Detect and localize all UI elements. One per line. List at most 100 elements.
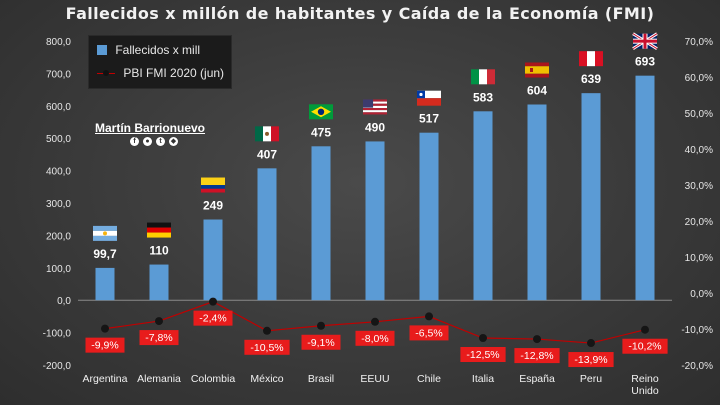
bar-colombia xyxy=(203,219,223,301)
pbi-label-box xyxy=(514,348,560,364)
pbi-point xyxy=(587,339,595,348)
author-socials: f ● t ◆ xyxy=(130,137,178,146)
mexico-flag-icon xyxy=(255,126,279,142)
category-label: Reino xyxy=(631,373,659,385)
chart-legend: Fallecidos x mill PBI FMI 2020 (jun) xyxy=(88,35,232,89)
legend-marker-dot xyxy=(103,70,109,76)
legend-item-bars: Fallecidos x mill xyxy=(97,43,200,57)
bar-value-label: 583 xyxy=(473,90,493,104)
bar-reino-unido xyxy=(635,75,655,301)
bar-value-label: 407 xyxy=(257,147,277,161)
bar-méxico xyxy=(257,168,277,301)
pbi-data-label: -10,5% xyxy=(250,342,283,354)
left-tick-label: -200,0 xyxy=(43,361,72,372)
twitter-icon[interactable]: t xyxy=(156,137,165,146)
category-label: EEUU xyxy=(360,373,389,385)
category-label: Alemania xyxy=(137,373,181,385)
right-tick-label: -20,0% xyxy=(681,361,713,372)
bar-value-label: 110 xyxy=(149,244,169,258)
pbi-data-label: -7,8% xyxy=(145,332,172,344)
pbi-point xyxy=(317,321,325,330)
category-label: Italia xyxy=(472,373,494,385)
pbi-label-box xyxy=(409,325,449,341)
left-tick-label: 800,0 xyxy=(46,37,71,48)
pbi-point xyxy=(155,317,163,326)
legend-item-line: PBI FMI 2020 (jun) xyxy=(97,66,224,80)
pbi-point xyxy=(101,324,109,333)
right-tick-label: 20,0% xyxy=(685,217,713,228)
left-tick-label: 500,0 xyxy=(46,134,71,145)
pbi-point xyxy=(479,334,487,342)
bar-value-label: 475 xyxy=(311,125,331,139)
right-tick-label: 30,0% xyxy=(685,181,713,192)
pbi-label-box xyxy=(244,339,290,355)
left-tick-label: -100,0 xyxy=(43,329,72,340)
facebook-icon[interactable]: f xyxy=(130,137,139,146)
pbi-point xyxy=(209,297,217,306)
bar-eeuu xyxy=(365,141,385,301)
pbi-label-box xyxy=(85,337,125,353)
bar-value-label: 99,7 xyxy=(93,247,117,261)
brazil-flag-icon xyxy=(309,104,333,120)
right-tick-label: 60,0% xyxy=(685,73,713,84)
pbi-label-box xyxy=(355,330,395,346)
chart-title: Fallecidos x millón de habitantes y Caíd… xyxy=(65,4,655,23)
bar-peru xyxy=(581,93,601,301)
bar-argentina xyxy=(95,267,115,301)
colombia-flag-icon xyxy=(201,177,225,193)
pbi-label-box xyxy=(622,338,668,354)
pbi-point xyxy=(641,325,649,334)
category-label: España xyxy=(519,373,555,385)
left-tick-label: 200,0 xyxy=(46,231,71,242)
pbi-data-label: -10,2% xyxy=(628,341,661,353)
category-label: Argentina xyxy=(83,373,128,385)
italy-flag-icon xyxy=(471,69,495,85)
bar-italia xyxy=(473,111,493,301)
left-tick-label: 0,0 xyxy=(57,296,71,307)
bar-value-label: 604 xyxy=(527,84,547,98)
category-label: Colombia xyxy=(191,373,236,385)
legend-swatch-bars xyxy=(97,45,107,55)
right-tick-label: 50,0% xyxy=(685,109,713,120)
bar-value-label: 490 xyxy=(365,120,385,134)
left-tick-label: 600,0 xyxy=(46,102,71,113)
left-tick-label: 300,0 xyxy=(46,199,71,210)
pbi-data-label: -6,5% xyxy=(415,327,442,339)
legend-label-bars: Fallecidos x mill xyxy=(115,43,201,57)
pbi-data-label: -2,4% xyxy=(199,313,226,325)
uk-flag-icon xyxy=(632,32,658,50)
pbi-label-box xyxy=(139,330,179,346)
bar-value-label: 517 xyxy=(419,112,439,126)
category-label: Chile xyxy=(417,373,441,385)
left-tick-label: 700,0 xyxy=(46,69,71,80)
pbi-label-box xyxy=(193,310,233,326)
pbi-label-box xyxy=(460,347,506,362)
bar-alemania xyxy=(149,264,169,301)
pbi-data-label: -12,8% xyxy=(520,350,553,362)
chile-flag-icon xyxy=(417,90,441,106)
left-tick-label: 100,0 xyxy=(46,264,71,275)
category-label: Brasil xyxy=(308,373,334,385)
bar-españa xyxy=(527,104,547,301)
pbi-data-label: -12,5% xyxy=(466,349,499,361)
author-name: Martín Barrionuevo xyxy=(95,121,206,135)
right-tick-label: 70,0% xyxy=(685,37,713,48)
pbi-data-label: -13,9% xyxy=(574,354,607,366)
right-tick-label: 0,0% xyxy=(690,289,713,300)
pbi-data-label: -8,0% xyxy=(361,333,388,345)
left-tick-label: 400,0 xyxy=(46,167,71,178)
right-tick-label: 40,0% xyxy=(685,145,713,156)
usa-flag-icon xyxy=(363,99,387,115)
pbi-point xyxy=(371,317,379,326)
bar-value-label: 693 xyxy=(635,55,655,69)
instagram-icon[interactable]: ● xyxy=(143,137,152,146)
argentina-flag-icon xyxy=(93,225,117,241)
pbi-data-label: -9,9% xyxy=(91,340,118,352)
right-tick-label: -10,0% xyxy=(681,325,713,336)
category-label: México xyxy=(250,373,283,385)
pbi-data-label: -9,1% xyxy=(307,337,334,349)
bar-value-label: 639 xyxy=(581,72,601,86)
link-icon[interactable]: ◆ xyxy=(169,137,178,146)
